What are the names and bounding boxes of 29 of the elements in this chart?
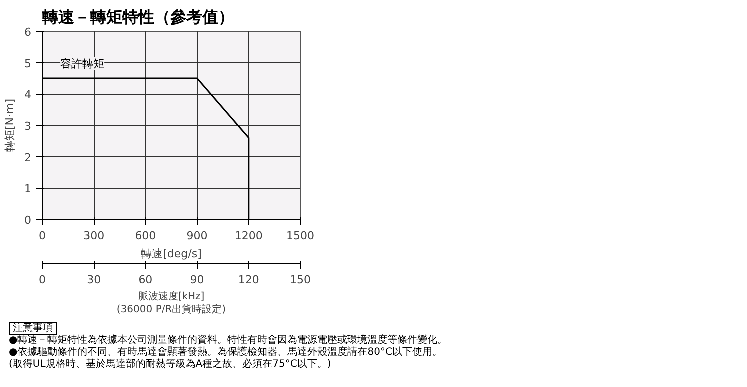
x2-axis-title: 脈波速度[kHz] [138,290,205,302]
x-tick-label: 0 [39,230,46,242]
x2-tick-label: 120 [238,274,260,286]
text: (取得UL規格時、基於馬達部的耐熱等級為A種之故、必須在75°C以下。) [9,359,332,370]
y-tick-label: 6 [24,26,32,39]
text: ●依據驅動條件的不同、有時馬達會顯著發熱。為保護檢知器、馬達外殼溫度請在80°C以下使用。 [9,347,442,358]
y-tick-label: 1 [24,182,32,196]
x2-tick-label: 60 [138,274,153,286]
x-tick-label: 1200 [234,230,263,242]
y-axis-title: 轉矩[N·m] [4,98,16,152]
y-tick-label: 3 [24,120,32,133]
x-axis-title: 轉速[deg/s] [141,248,202,260]
x2-tick-label: 30 [87,274,102,286]
text: 注意事項 [9,322,57,335]
y-tick-label: 5 [24,57,32,70]
series-label: 容許轉矩 [60,58,105,70]
x2-tick-label: 0 [39,274,46,286]
y-tick-label: 0 [24,214,32,227]
x-tick-label: 900 [186,230,208,242]
y-tick-label: 4 [24,88,32,102]
chart-title: 轉速－轉矩特性（參考值） [42,8,234,26]
y-tick-label: 2 [24,151,32,164]
x2-tick-label: 150 [290,274,311,286]
x2-tick-label: 90 [190,274,204,286]
text: (36000 P/R出貨時設定) [116,304,226,316]
x-tick-label: 1500 [286,230,315,242]
x-tick-label: 300 [84,230,105,242]
x-tick-label: 600 [135,230,156,242]
text: ●轉速－轉矩特性為依據本公司測量條件的資料。特性有時會因為電源電壓或環境溫度等條件變化。 [9,335,448,346]
